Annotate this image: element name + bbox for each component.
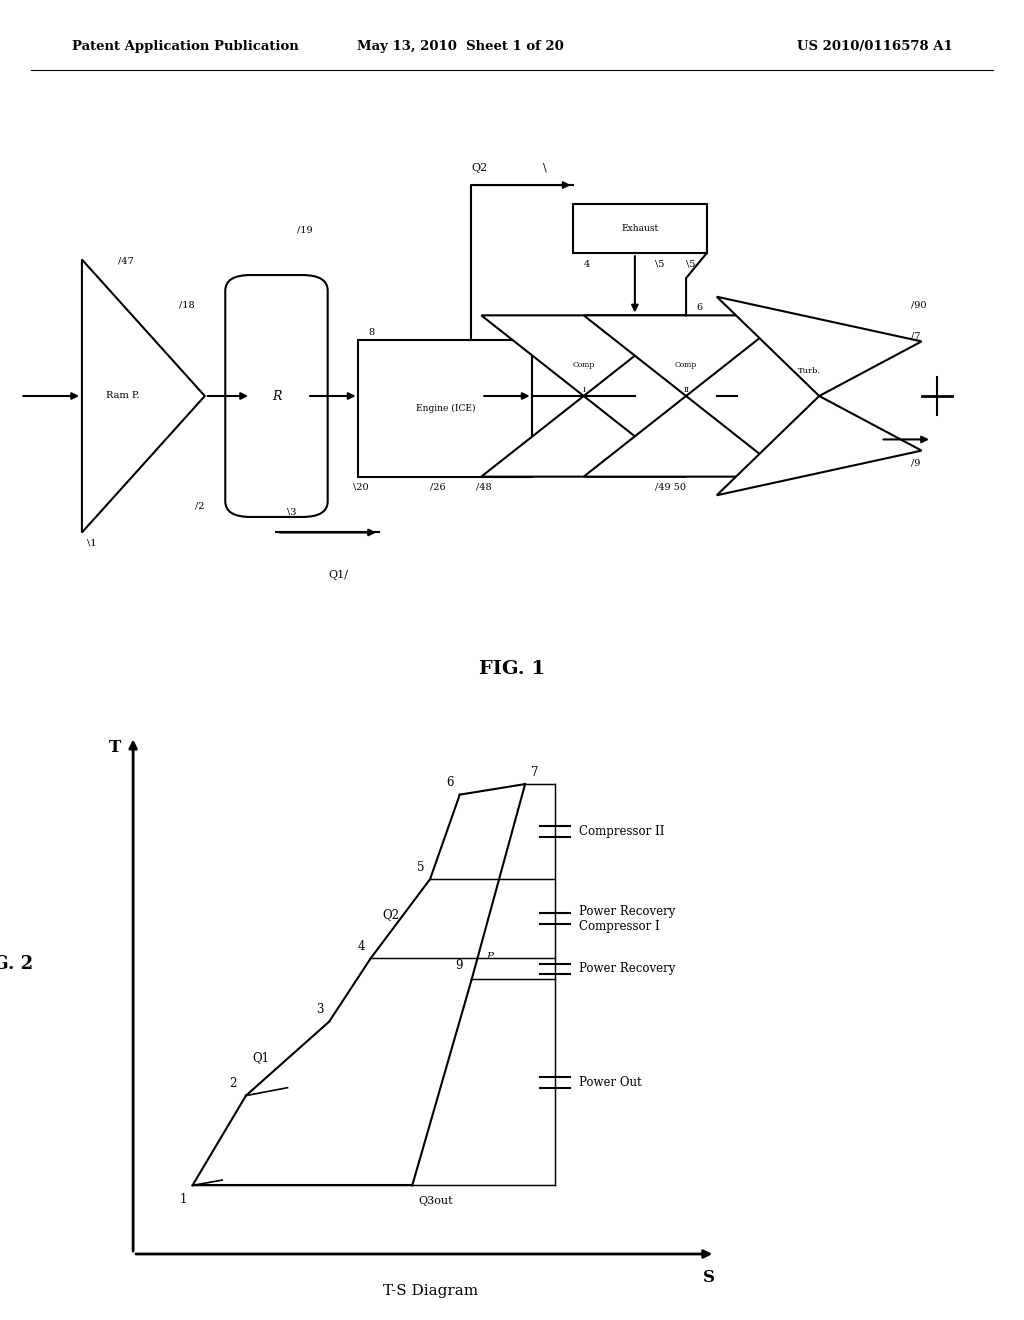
Text: \5: \5 xyxy=(655,260,665,268)
Text: 7: 7 xyxy=(531,766,539,779)
Text: /49 50: /49 50 xyxy=(655,483,686,492)
Polygon shape xyxy=(584,396,788,477)
Text: II: II xyxy=(683,385,689,393)
Polygon shape xyxy=(82,260,205,532)
Text: S: S xyxy=(703,1270,715,1286)
Text: /18: /18 xyxy=(179,300,195,309)
Text: Power Recovery
Compressor I: Power Recovery Compressor I xyxy=(579,904,675,933)
Polygon shape xyxy=(584,315,788,396)
Text: 6: 6 xyxy=(446,776,454,789)
Text: P: P xyxy=(486,952,494,961)
Text: Power Recovery: Power Recovery xyxy=(579,962,675,975)
Text: Q1: Q1 xyxy=(252,1051,269,1064)
Text: 8: 8 xyxy=(369,329,375,337)
Text: Engine (ICE): Engine (ICE) xyxy=(416,404,475,413)
Polygon shape xyxy=(717,297,922,396)
Polygon shape xyxy=(481,396,686,477)
Text: May 13, 2010  Sheet 1 of 20: May 13, 2010 Sheet 1 of 20 xyxy=(357,40,564,53)
Polygon shape xyxy=(481,315,686,396)
Text: \3: \3 xyxy=(287,508,296,516)
Text: I: I xyxy=(583,385,585,393)
Text: T: T xyxy=(110,739,122,755)
Text: /19: /19 xyxy=(297,226,312,235)
Text: /7: /7 xyxy=(911,331,921,341)
Text: /48: /48 xyxy=(476,483,492,492)
Text: Ram P.: Ram P. xyxy=(106,392,139,400)
Text: /26: /26 xyxy=(430,483,445,492)
Text: /2: /2 xyxy=(195,502,204,511)
Text: 4: 4 xyxy=(584,260,590,268)
Text: Turb.: Turb. xyxy=(798,367,820,375)
Text: 2: 2 xyxy=(229,1077,237,1090)
Text: \: \ xyxy=(543,162,547,173)
Text: \1: \1 xyxy=(87,539,96,548)
Text: /9: /9 xyxy=(911,458,921,467)
Text: Power Out: Power Out xyxy=(579,1076,641,1089)
Text: Comp: Comp xyxy=(572,360,595,370)
Text: R: R xyxy=(271,389,282,403)
Text: US 2010/0116578 A1: US 2010/0116578 A1 xyxy=(797,40,952,53)
Text: Comp: Comp xyxy=(675,360,697,370)
Text: Q3out: Q3out xyxy=(418,1196,453,1206)
Text: \5: \5 xyxy=(686,260,695,268)
Text: FIG. 1: FIG. 1 xyxy=(479,660,545,678)
Text: 6: 6 xyxy=(696,304,702,313)
Text: 9: 9 xyxy=(456,958,463,972)
Text: Q2: Q2 xyxy=(383,908,399,921)
Text: Q2: Q2 xyxy=(471,162,487,173)
Text: FIG. 2: FIG. 2 xyxy=(0,954,33,973)
Text: T-S Diagram: T-S Diagram xyxy=(383,1284,477,1298)
Text: /90: /90 xyxy=(911,300,927,309)
Text: Q1/: Q1/ xyxy=(328,570,348,579)
Text: 4: 4 xyxy=(357,940,365,953)
Text: 1: 1 xyxy=(179,1193,186,1206)
Text: \20: \20 xyxy=(353,483,369,492)
Text: 5: 5 xyxy=(417,861,424,874)
FancyBboxPatch shape xyxy=(225,275,328,517)
Bar xyxy=(358,341,532,477)
Text: Compressor II: Compressor II xyxy=(579,825,664,838)
Polygon shape xyxy=(717,396,922,495)
Text: /47: /47 xyxy=(118,256,133,265)
Bar xyxy=(573,203,707,253)
Text: Exhaust: Exhaust xyxy=(622,224,658,234)
Text: 3: 3 xyxy=(315,1003,324,1016)
Text: Patent Application Publication: Patent Application Publication xyxy=(72,40,298,53)
